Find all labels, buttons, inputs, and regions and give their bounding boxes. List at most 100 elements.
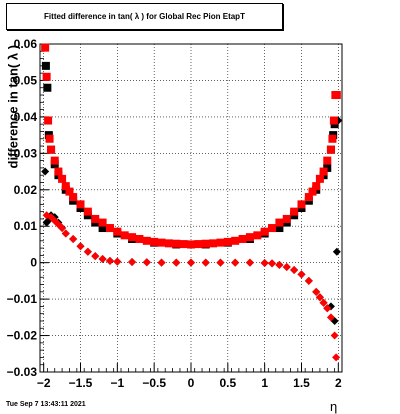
diamond-marker	[69, 234, 78, 243]
y-tick-label: 0.05	[14, 73, 38, 87]
square-marker	[172, 239, 181, 248]
x-tick-label: 1	[261, 376, 268, 390]
diamond-marker	[332, 247, 341, 256]
square-marker	[332, 91, 341, 100]
square-marker	[201, 239, 210, 248]
diamond-marker	[315, 293, 324, 302]
diamond-marker	[319, 298, 328, 307]
diamond-marker	[268, 259, 277, 268]
square-marker	[297, 200, 306, 209]
square-marker	[164, 239, 173, 248]
diamond-marker	[201, 258, 210, 267]
chart-title: Fitted difference in tan( λ ) for Global…	[44, 12, 245, 21]
square-marker	[328, 134, 337, 143]
square-marker	[253, 231, 262, 240]
square-marker	[312, 182, 321, 191]
diamond-marker	[98, 255, 107, 264]
x-tick-label: −0.5	[142, 376, 166, 390]
diamond-marker	[187, 258, 195, 267]
square-marker	[290, 207, 299, 216]
y-tick-label: −0.02	[7, 329, 38, 343]
square-marker	[194, 240, 203, 249]
diamond-marker	[304, 276, 313, 285]
square-marker	[245, 233, 254, 242]
diamond-marker	[323, 304, 332, 313]
square-marker	[65, 187, 74, 196]
diamond-marker	[61, 229, 70, 238]
square-marker	[179, 240, 188, 249]
square-marker	[282, 214, 291, 223]
square-marker	[61, 182, 70, 191]
square-marker	[275, 224, 284, 233]
x-tick-label: 1.5	[293, 376, 310, 390]
y-tick-label: 0	[30, 256, 37, 270]
square-marker	[275, 218, 284, 227]
square-marker	[113, 227, 122, 236]
square-marker	[216, 238, 225, 247]
x-tick-label: 2	[335, 376, 342, 390]
diamond-marker	[58, 224, 67, 233]
square-marker	[315, 174, 324, 183]
diamond-marker	[128, 257, 137, 266]
y-tick-label: 0.03	[14, 146, 38, 160]
y-axis-label: difference in tan( λ )	[5, 44, 21, 169]
diamond-marker	[231, 258, 240, 267]
square-marker	[329, 116, 338, 125]
diamond-marker	[216, 258, 225, 267]
square-marker	[223, 237, 232, 246]
square-marker	[268, 224, 277, 233]
diamond-marker	[282, 263, 291, 272]
square-marker	[128, 233, 137, 242]
y-tick-label: −0.01	[7, 292, 38, 306]
x-tick-label: 0.5	[219, 376, 236, 390]
x-tick-label: −2	[37, 376, 51, 390]
square-marker	[319, 167, 328, 176]
diamond-marker	[105, 256, 114, 265]
diamond-marker	[326, 313, 335, 322]
y-tick-label: 0.04	[14, 110, 38, 124]
square-marker	[45, 134, 54, 143]
square-marker	[142, 236, 151, 245]
y-tick-label: 0.01	[14, 219, 38, 233]
x-tick-label: 0	[188, 376, 195, 390]
x-axis-label: η	[330, 399, 338, 414]
square-marker	[238, 234, 247, 243]
y-tick-label: 0.06	[14, 37, 38, 51]
diamond-marker	[76, 242, 85, 251]
square-marker	[135, 234, 144, 243]
diamond-marker	[330, 331, 339, 340]
square-marker	[308, 187, 317, 196]
square-marker	[42, 72, 51, 81]
square-marker	[47, 145, 56, 154]
diamond-marker	[113, 257, 122, 266]
square-marker	[41, 43, 50, 52]
diamond-marker	[312, 287, 321, 296]
square-marker	[323, 156, 332, 165]
square-marker	[150, 237, 159, 246]
square-marker	[44, 116, 53, 125]
square-marker	[83, 207, 92, 216]
square-marker	[69, 193, 78, 202]
diamond-marker	[142, 258, 151, 267]
title-box: Fitted difference in tan( λ ) for Global…	[6, 3, 283, 30]
diamond-marker	[172, 258, 181, 267]
square-marker	[54, 167, 63, 176]
diamond-marker	[275, 260, 284, 269]
square-marker	[50, 156, 59, 165]
diamond-marker	[41, 167, 50, 176]
y-tick-label: −0.03	[7, 365, 38, 379]
square-marker	[91, 214, 100, 223]
x-tick-label: −1	[110, 376, 124, 390]
square-marker	[58, 174, 67, 183]
square-marker	[260, 227, 269, 236]
diamond-marker	[83, 247, 92, 256]
diamond-marker	[297, 270, 306, 279]
diamond-marker	[157, 258, 166, 267]
diamond-marker	[290, 265, 299, 274]
square-marker	[187, 240, 195, 249]
diamond-marker	[332, 353, 341, 362]
square-marker	[304, 193, 313, 202]
square-marker	[326, 145, 335, 154]
square-marker	[98, 218, 107, 227]
